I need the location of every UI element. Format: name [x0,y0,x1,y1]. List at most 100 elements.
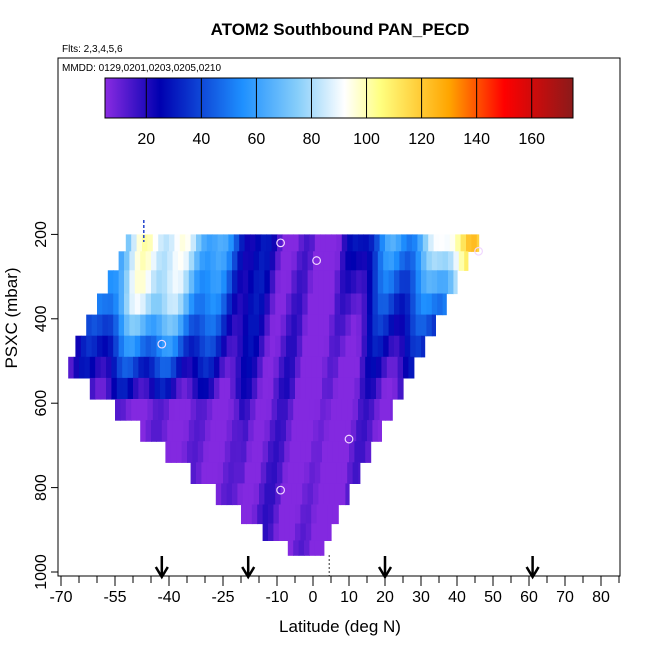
heatmap-cell [298,234,305,252]
heatmap-cell [259,420,265,442]
heatmap-cell [80,335,87,358]
heatmap-cell [437,270,444,295]
heatmap-cell [183,251,190,271]
heatmap-cell [399,251,406,271]
heatmap-cell [345,420,352,442]
heatmap-cell [282,234,289,252]
heatmap-cell [331,399,337,421]
heatmap-cell [95,356,102,379]
heatmap-cell [356,251,363,271]
heatmap-cell [194,335,201,358]
heatmap-cell [206,399,213,421]
heatmap-cell [278,356,285,379]
data-point-marker [312,256,322,265]
heatmap-cell [341,462,348,484]
heatmap-cell [167,251,174,271]
heatmap-cell [331,234,337,252]
heatmap-cell [221,483,228,506]
heatmap-cell [329,335,336,358]
x-axis-label: Latitude (deg N) [279,617,401,636]
heatmap-cell [253,251,260,271]
heatmap-cell [251,504,258,525]
heatmap-cell [268,356,274,379]
heatmap-cell [381,356,388,379]
heatmap-cell [334,314,341,337]
heatmap-cell [421,335,426,358]
heatmap-cell [124,251,130,271]
y-axis: 200 400 600 800 1000 [33,221,59,590]
y-axis-label: PSXC (mbar) [2,267,21,368]
heatmap-cell [318,270,325,295]
heatmap-cell [350,293,357,316]
x-tick-label: 0 [309,589,318,606]
heatmap-cell [253,335,260,358]
heatmap-cell [356,293,363,316]
heatmap-cell [194,420,201,442]
heatmap-cell [226,251,233,271]
heatmap-cell [273,377,280,400]
heatmap-cell [356,335,363,358]
heatmap-cell [388,293,395,316]
heatmap-cell [73,356,80,379]
y-tick-label: 600 [33,390,50,417]
heatmap-cell [390,234,397,252]
heatmap-cell [399,270,406,295]
heatmap-cell [376,356,382,379]
heatmap-cell [133,377,139,400]
heatmap-cell [134,293,141,316]
colorbar-gradient [104,77,574,119]
heatmap-cell [401,234,408,252]
heatmap-cell [260,234,267,252]
heatmap-cell [165,356,172,379]
heatmap-cell [169,234,175,252]
heatmap-cell [205,251,211,271]
x-tick-label: 30 [412,589,430,606]
heatmap-cell [205,314,211,337]
heatmap-cell [367,420,373,442]
heatmap-cell [361,293,368,316]
heatmap-cell [327,441,334,463]
heatmap-cell [257,377,264,400]
heatmap-cell [151,420,157,442]
heatmap-cell [358,399,364,421]
heatmap-cell [269,270,276,295]
heatmap-cell [323,251,330,271]
colorbar-tick-label: 100 [353,131,380,148]
heatmap-cell [124,314,130,337]
heatmap-cell [138,377,145,400]
heatmap-cell [313,314,319,337]
heatmap-cell [151,314,157,337]
heatmap-cell [304,462,310,484]
heatmap-cell [404,251,411,271]
heatmap-cell [341,234,348,252]
heatmap-cell [251,356,258,379]
heatmap-cell [280,420,287,442]
heatmap-cell [145,420,152,442]
heatmap-cell [280,270,287,295]
heatmap-cell [181,356,188,379]
x-tick-label: 20 [376,589,394,606]
heatmap-cell [194,251,201,271]
heatmap-cell [246,504,253,525]
heatmap-cell [415,251,422,271]
heatmap-cell [318,483,325,506]
heatmap-cell [215,335,222,358]
heatmap-cell [269,420,276,442]
heatmap-cell [286,270,292,295]
heatmap-cell [217,462,224,484]
heatmap-cell [327,377,334,400]
heatmap-cell [154,356,161,379]
heatmap-cell [302,270,309,295]
heatmap-cell [203,356,210,379]
heatmap-cell [412,234,418,252]
heatmap-cell [136,399,143,421]
heatmap-cell [268,504,274,525]
heatmap-cell [167,293,174,316]
heatmap-cell [260,399,267,421]
heatmap-cell [329,314,336,337]
heatmap-cell [275,335,282,358]
heatmap-cell [287,399,294,421]
heatmap-cell [124,335,130,358]
heatmap-cell [305,356,312,379]
heatmap-cell [172,420,179,442]
